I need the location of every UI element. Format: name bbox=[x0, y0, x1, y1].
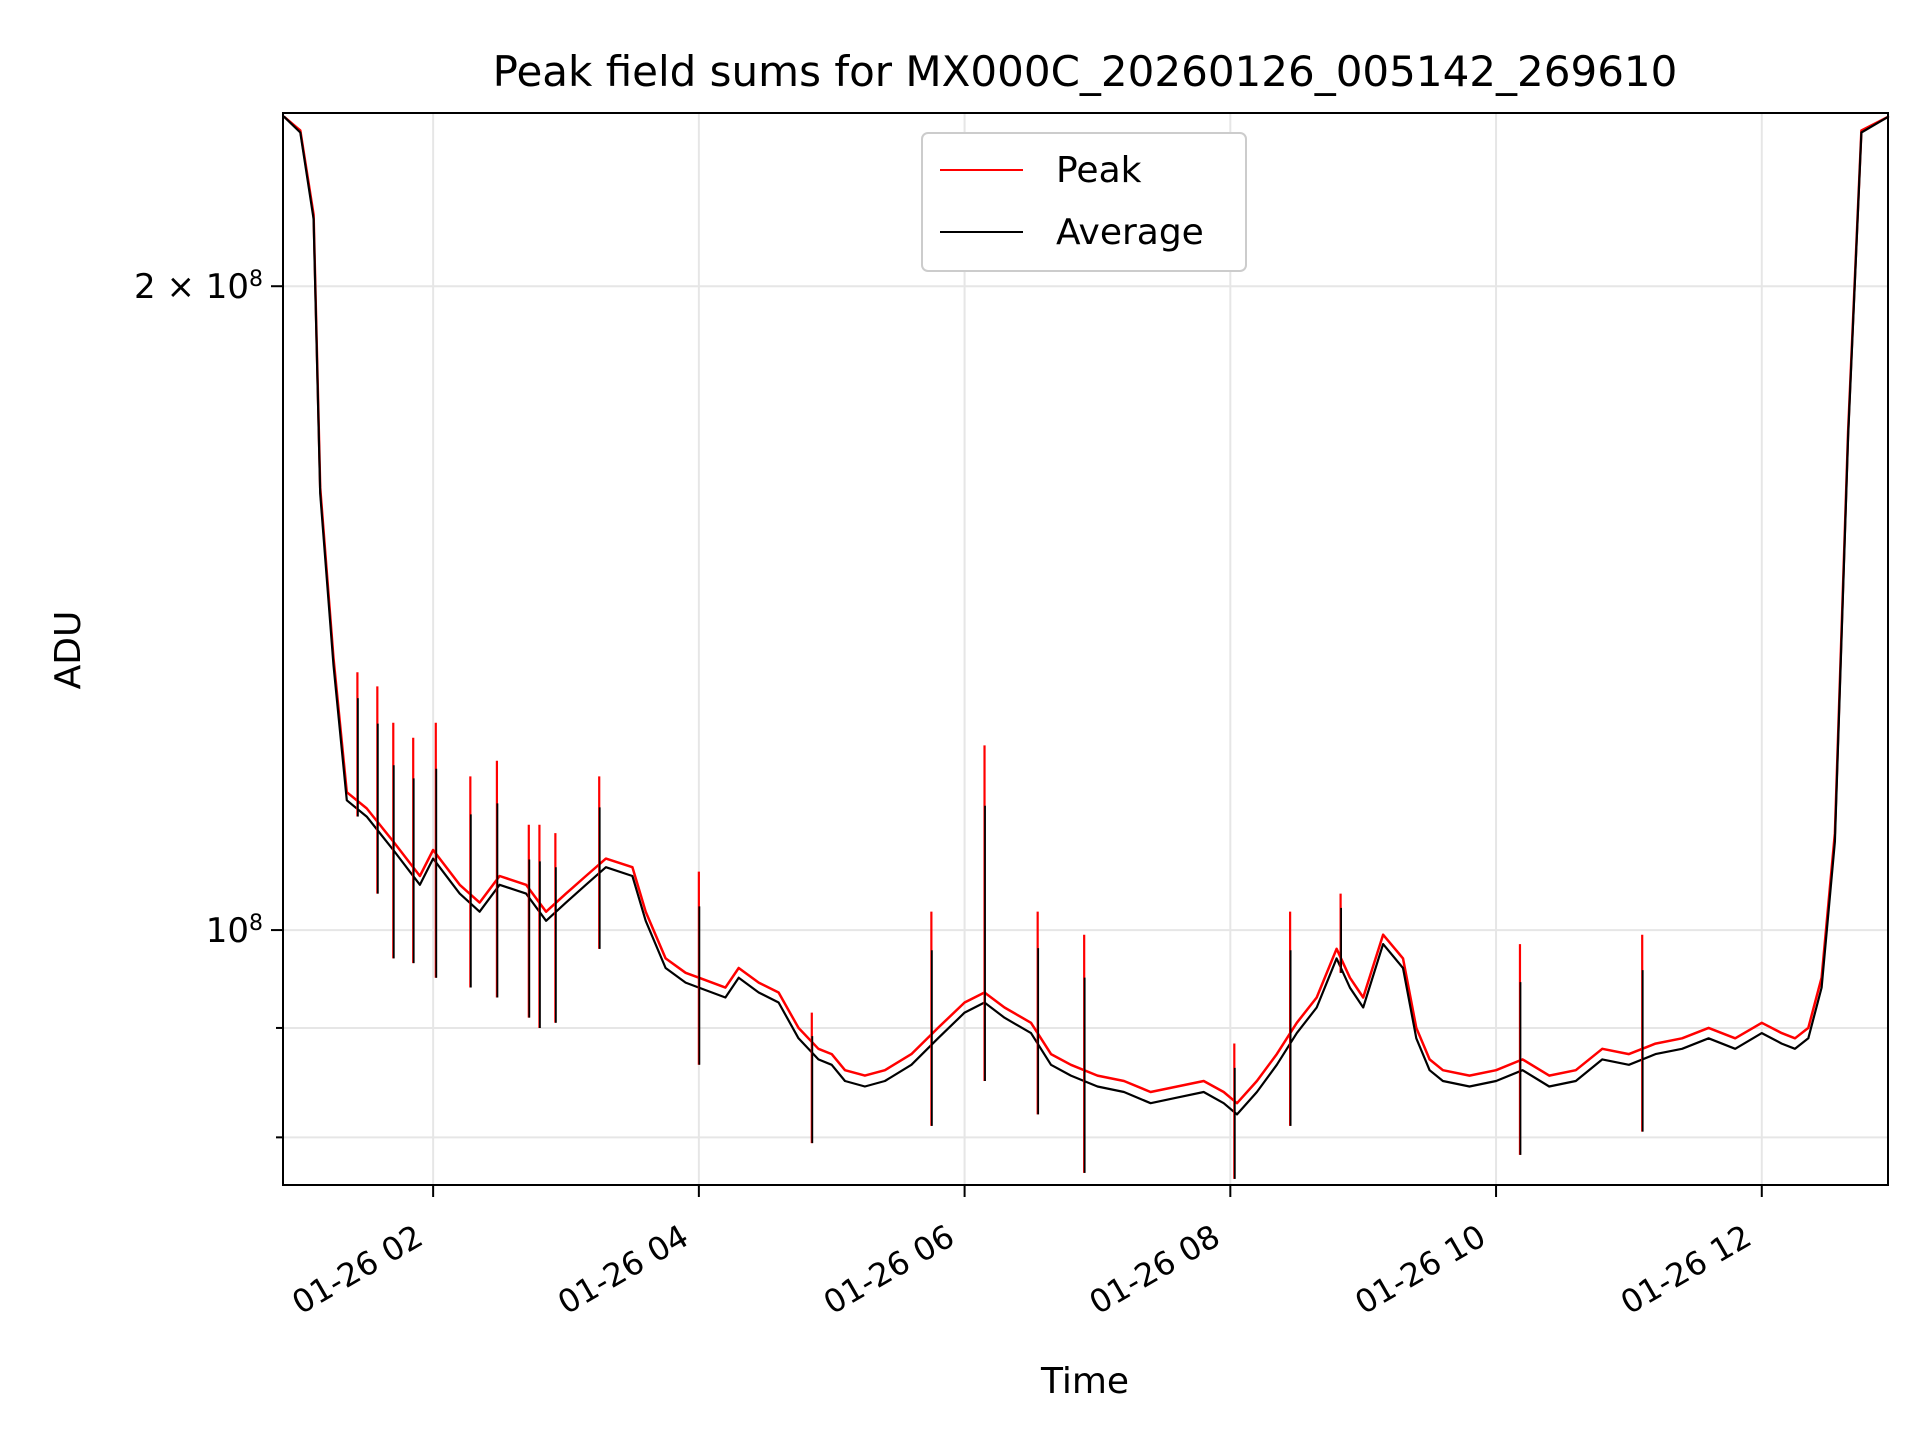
chart-title: Peak field sums for MX000C_20260126_0051… bbox=[493, 47, 1678, 96]
x-tick-label-0: 01-26 02 bbox=[286, 1217, 430, 1322]
x-tick-label-4: 01-26 10 bbox=[1348, 1217, 1492, 1322]
x-tick-label-5: 01-26 12 bbox=[1614, 1217, 1758, 1322]
y-tick-label-0: 108 bbox=[206, 911, 263, 952]
x-tick-label-2: 01-26 06 bbox=[817, 1217, 961, 1322]
legend-label-average: Average bbox=[1056, 212, 1204, 253]
x-tick-label-1: 01-26 04 bbox=[551, 1217, 695, 1322]
legend-label-peak: Peak bbox=[1056, 150, 1142, 191]
plot-frame bbox=[282, 112, 1889, 1186]
legend-frame bbox=[921, 132, 1247, 272]
y-tick-label-1: 2 × 108 bbox=[134, 267, 263, 308]
x-tick-label-3: 01-26 08 bbox=[1083, 1217, 1227, 1322]
x-axis-label: Time bbox=[1040, 1361, 1129, 1402]
legend-box: Peak Average bbox=[921, 132, 1247, 272]
plot-layer bbox=[283, 115, 1890, 1179]
y-axis-label: ADU bbox=[48, 611, 89, 690]
